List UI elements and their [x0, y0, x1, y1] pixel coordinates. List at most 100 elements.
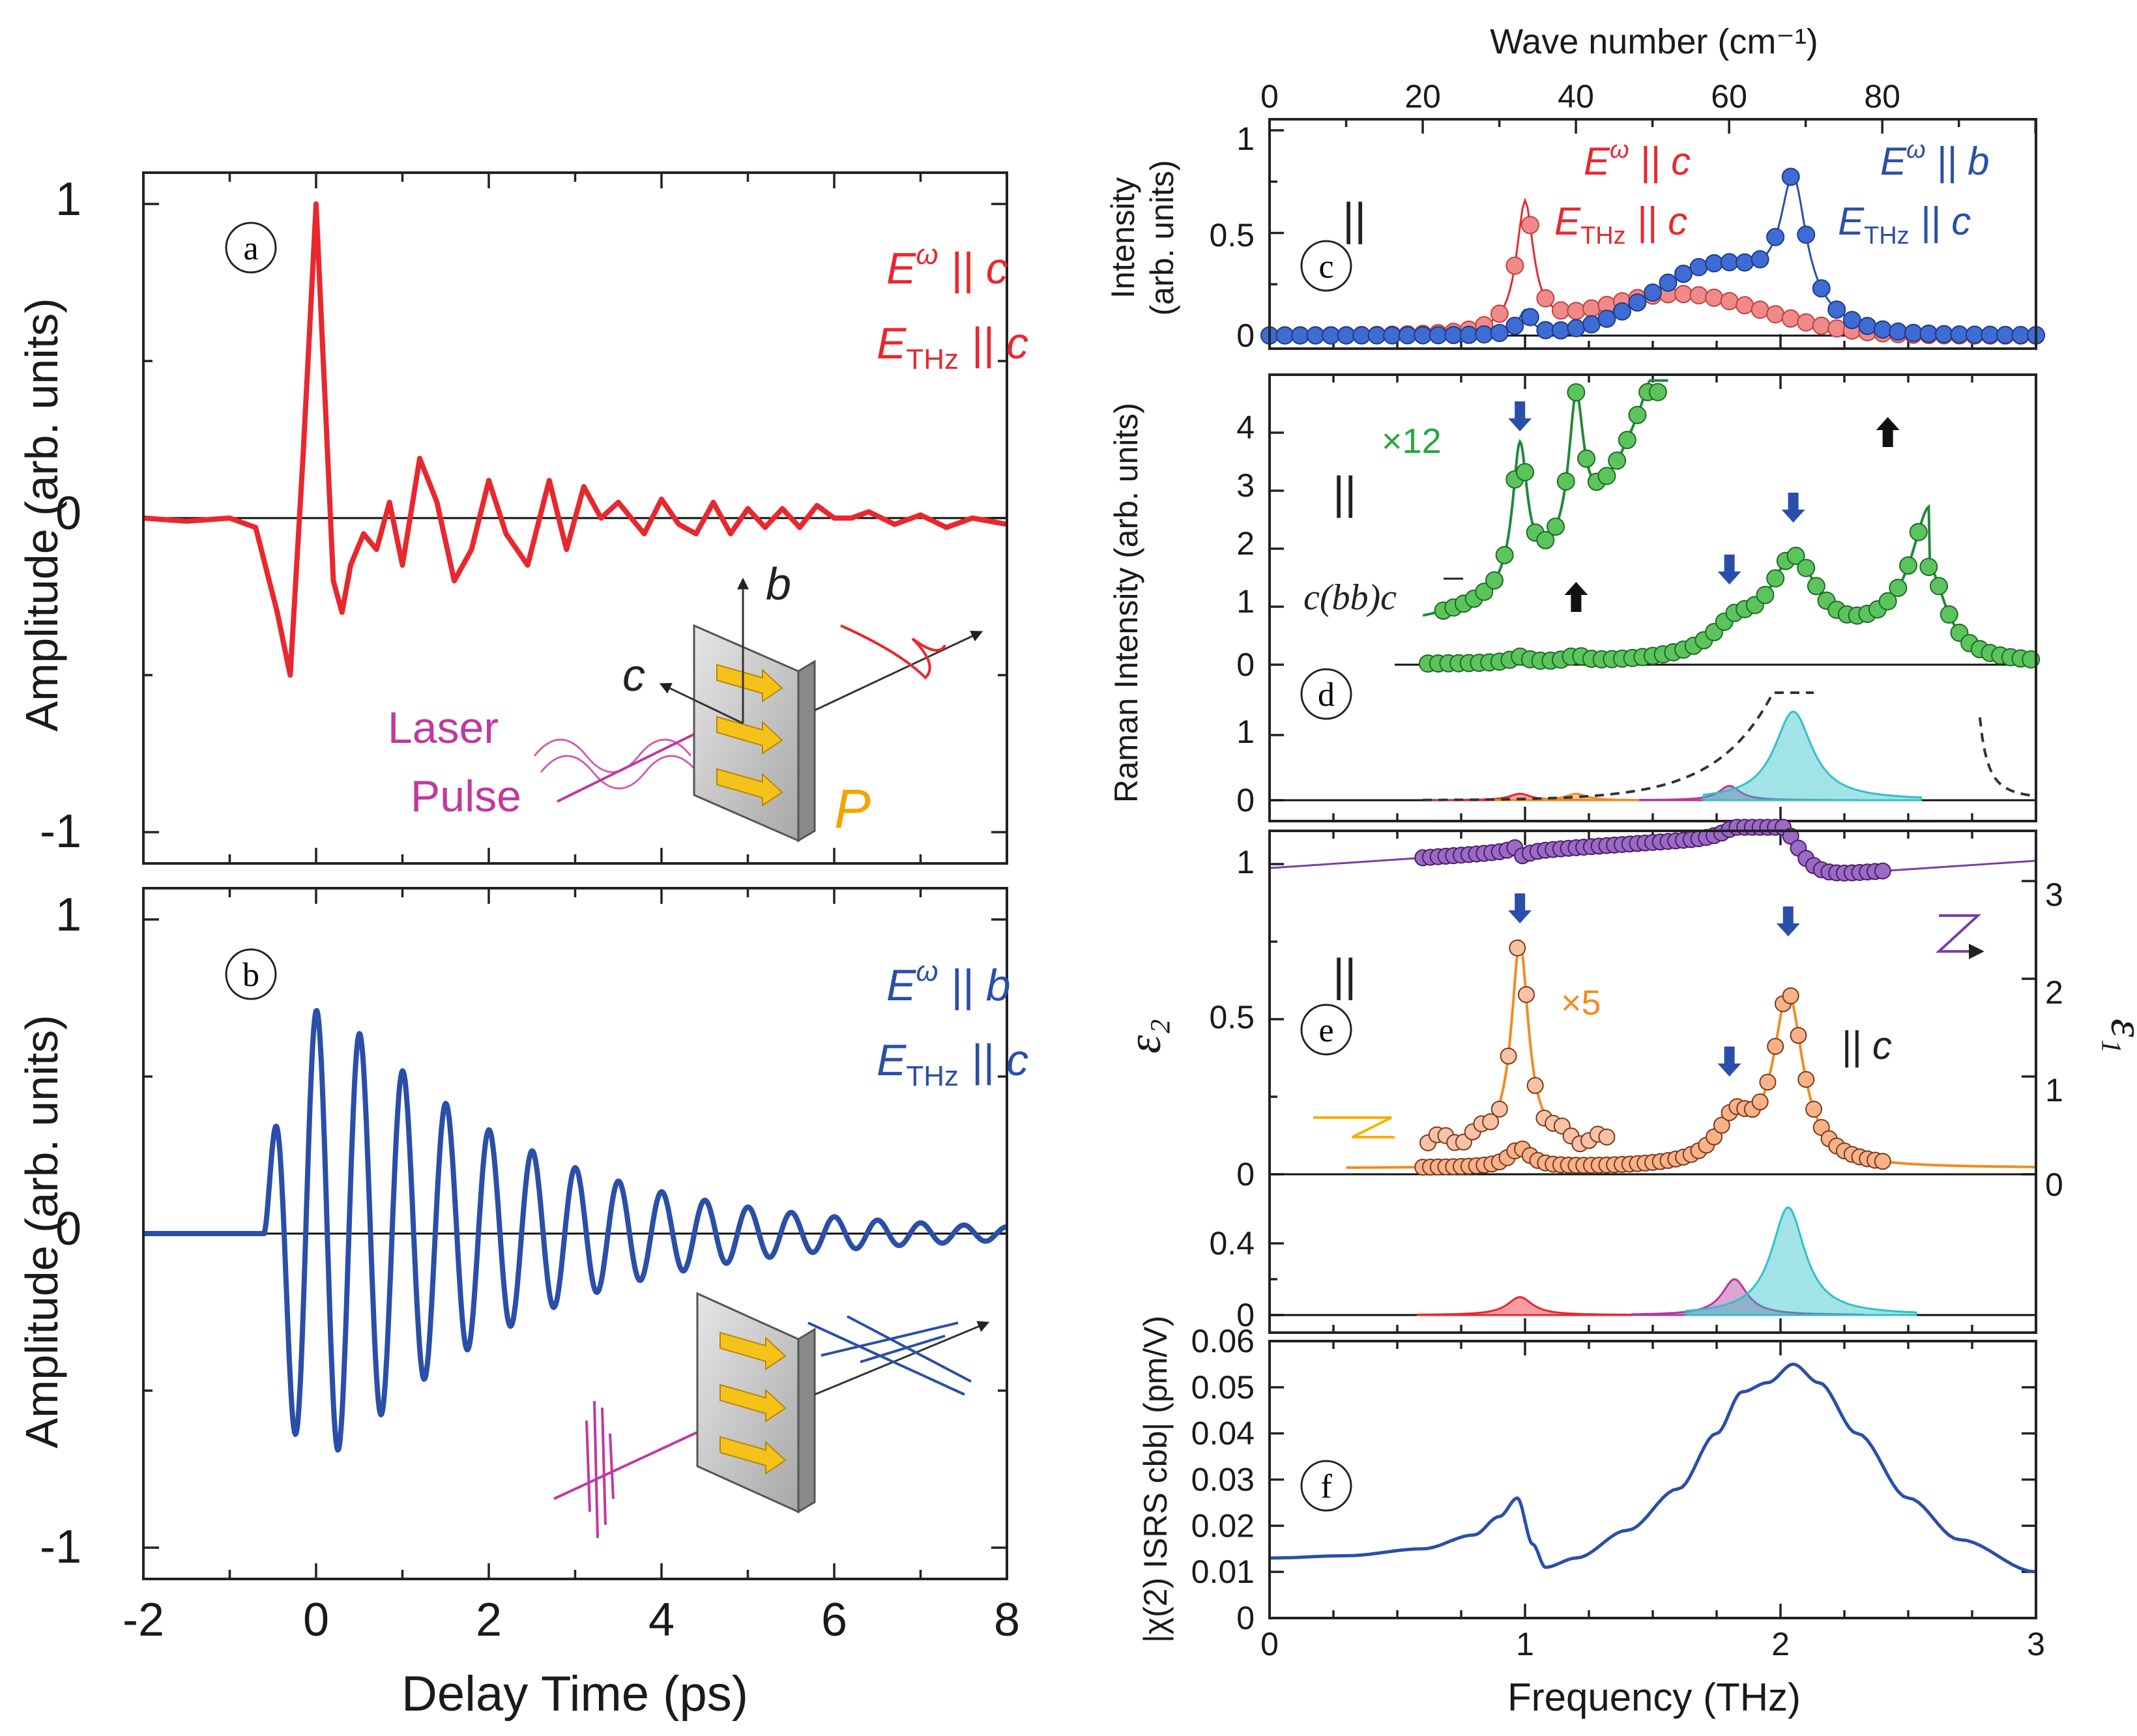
c-series-point — [1827, 319, 1846, 338]
e-multiplier: ×5 — [1561, 983, 1601, 1022]
b-xtick-label: -2 — [123, 1594, 164, 1646]
f-x-tick-labels: 0 1 2 3 — [1260, 1626, 2045, 1662]
e-eps2-point — [1797, 1071, 1815, 1088]
c-series-point — [1781, 309, 1800, 328]
c-ylabel-units: (arb. units) — [1144, 160, 1180, 316]
a-crystal-edge — [797, 659, 816, 843]
c-top-xlabel: Wave number (cm⁻¹) — [1490, 22, 1818, 61]
c-series-point — [1490, 304, 1509, 323]
c-series-point — [1551, 321, 1570, 340]
c-series-point — [1950, 325, 1969, 344]
e-polarization-mark: || — [1333, 949, 1356, 1000]
b-ytick-1: 1 — [55, 889, 81, 941]
f-ytick-label: 0.06 — [1191, 1323, 1255, 1359]
e-eps1-point — [1874, 862, 1891, 880]
b-laser-pulse — [585, 1400, 615, 1539]
c-series-point — [1674, 265, 1693, 283]
d-dashed-background-2 — [1978, 717, 2037, 798]
f-y-tick-labels: 0 0.01 0.02 0.03 0.04 0.05 0.06 — [1191, 1323, 1255, 1636]
c-legend-red-2: ETHz || c — [1554, 199, 1687, 250]
a-thz-pulse — [840, 624, 946, 680]
b-dipole-arrow-1 — [720, 1331, 787, 1370]
e-arrow-down-2 — [1717, 1047, 1741, 1077]
c-series-point — [1858, 317, 1877, 336]
f-ticks — [1268, 1340, 2037, 1619]
c-series-point — [1827, 300, 1846, 319]
d-x12-point — [1547, 517, 1565, 536]
e-plot-frame — [1268, 830, 2037, 1334]
e-eps2-point — [1706, 1128, 1723, 1146]
d-plot-frame — [1268, 373, 2037, 822]
f-ytick-label: 0.02 — [1191, 1507, 1255, 1544]
d-main-point — [1930, 577, 1949, 596]
c-series-point — [1996, 325, 2014, 344]
c-top-tick-label: 20 — [1404, 78, 1441, 115]
b-dipole-arrow-3 — [720, 1436, 787, 1475]
c-series-point — [1429, 326, 1447, 345]
a-ytick-0: 0 — [55, 487, 81, 540]
d-arrow-down-2 — [1717, 555, 1741, 585]
d-geometry: c(bb)c — [1303, 577, 1397, 618]
c-series-point — [1567, 319, 1586, 338]
d-x12-point — [1536, 530, 1555, 549]
panel-a: 0 1 -1 Amplitude (arb. units) a Eω || c … — [16, 171, 1028, 865]
b-legend: Eω || b ETHz || c — [877, 955, 1028, 1092]
e-x5-point — [1500, 1047, 1517, 1065]
f-panel-badge — [1300, 1460, 1352, 1512]
f-ytick-label: 0.05 — [1191, 1369, 1255, 1406]
e-ytick-lower-0p4: 0.4 — [1209, 1225, 1255, 1262]
f-panel-label: f — [1320, 1468, 1332, 1505]
c-series-point — [1597, 310, 1616, 328]
c-series-point — [1306, 326, 1325, 345]
d-main-point — [1919, 557, 1938, 576]
a-ytick-neg1: -1 — [40, 805, 81, 858]
a-waveform-line — [143, 201, 1008, 678]
d-x12-point — [1597, 467, 1616, 485]
d-x12-point — [1475, 583, 1494, 601]
d-series — [1419, 379, 2041, 802]
d-x12-point — [1495, 545, 1514, 564]
panel-d: 4 3 2 1 0 1 0 Raman Intensity (arb. unit… — [1108, 373, 2041, 822]
c-series-point — [1736, 253, 1754, 272]
c-series-point — [1520, 308, 1539, 326]
e-arrows — [1508, 893, 1800, 1077]
d-x12-point — [1516, 463, 1534, 482]
c-series-point — [1628, 293, 1647, 312]
c-ytick-1: 1 — [1236, 121, 1255, 157]
c-series-point — [1797, 225, 1816, 244]
f-ytick-label: 0.01 — [1191, 1554, 1255, 1590]
e-x5-point — [1509, 939, 1526, 957]
e-epsilon2-indicator — [1352, 1116, 1395, 1138]
e-x5-point — [1598, 1128, 1616, 1146]
a-dipole-arrow-2 — [716, 716, 783, 755]
e-x5-point — [1517, 986, 1535, 1004]
a-inset-label-c: c — [622, 650, 645, 701]
c-series-point — [1797, 313, 1816, 332]
a-panel-badge — [225, 222, 277, 274]
c-series-point — [1674, 285, 1693, 304]
c-legend-red-1: Eω || c — [1584, 136, 1691, 184]
d-main-point — [1797, 558, 1816, 577]
e-component-mode4 — [1685, 1206, 1917, 1316]
a-inset-label-pulse: Pulse — [411, 772, 521, 821]
c-series-point — [1781, 167, 1800, 186]
d-x12-point — [1618, 431, 1636, 450]
d-x12-point — [1628, 405, 1647, 424]
f-ytick-label: 0.04 — [1191, 1415, 1255, 1452]
d-polarization-mark: || — [1333, 467, 1356, 518]
c-series-point — [1751, 250, 1769, 268]
b-xtick-label: 0 — [303, 1594, 329, 1646]
d-main-point — [1899, 556, 1917, 575]
d-main-point — [1940, 605, 1958, 624]
e-ytick-right-2: 2 — [2045, 974, 2063, 1011]
d-x12-point — [1556, 472, 1575, 491]
e-eps2-point — [1874, 1153, 1891, 1170]
d-multiplier: ×12 — [1382, 422, 1442, 461]
c-top-tick-label: 40 — [1558, 78, 1594, 115]
d-ytick-lower-1: 1 — [1236, 714, 1255, 750]
a-thz-arrow — [814, 630, 983, 712]
f-xtick-label: 1 — [1516, 1626, 1534, 1662]
c-series-point — [1475, 325, 1494, 344]
f-xtick-label: 3 — [2027, 1626, 2045, 1662]
